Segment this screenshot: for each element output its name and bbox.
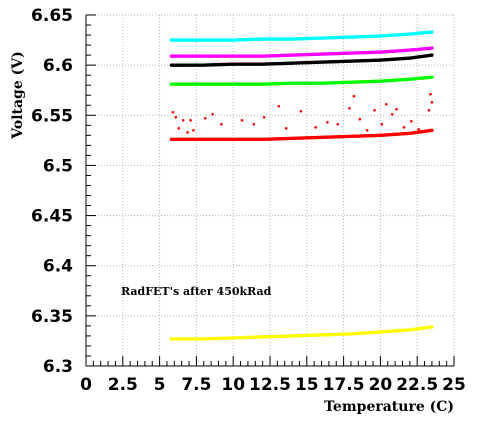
outlier-point xyxy=(189,119,192,122)
outlier-point xyxy=(390,112,394,116)
x-tick-label: 0 xyxy=(80,375,92,395)
x-tick-label: 25 xyxy=(442,375,466,395)
series-3 xyxy=(169,53,434,67)
x-tick-label: 12.5 xyxy=(249,375,291,395)
outlier-point xyxy=(192,129,195,132)
outlier-point xyxy=(171,110,175,114)
series-point xyxy=(430,325,434,329)
outlier-point xyxy=(203,116,207,120)
axis-ticks: 0 2.5 5 7.5 10 12.5 15 17.5 20 22.5 25 6.3 6.35 6.4 6.… xyxy=(31,6,466,395)
data-points xyxy=(169,30,434,341)
series-point xyxy=(430,46,434,50)
y-tick-label: 6.55 xyxy=(31,106,73,126)
y-tick-label: 6.6 xyxy=(43,56,73,76)
series-2 xyxy=(169,46,434,58)
x-tick-label: 17.5 xyxy=(323,375,365,395)
outlier-point xyxy=(177,127,181,130)
outlier-point xyxy=(384,102,388,106)
x-tick-label: 5 xyxy=(154,375,166,395)
outlier-point xyxy=(186,131,189,134)
outlier-point xyxy=(348,106,351,110)
outlier-point xyxy=(427,108,431,112)
outlier-point xyxy=(174,115,178,119)
outlier-point xyxy=(380,123,384,126)
outlier-point xyxy=(417,128,420,131)
outlier-point xyxy=(284,127,288,130)
outlier-point xyxy=(326,121,329,124)
outlier-point xyxy=(252,123,256,126)
series-point xyxy=(430,30,434,34)
outlier-point xyxy=(358,117,362,121)
outlier-point xyxy=(430,100,434,104)
series-6 xyxy=(169,325,434,341)
y-tick-label: 6.5 xyxy=(43,156,73,176)
series-point xyxy=(430,75,434,79)
outlier-point xyxy=(395,107,398,111)
x-tick-label: 22.5 xyxy=(396,375,438,395)
y-tick-label: 6.45 xyxy=(31,207,73,227)
series-1 xyxy=(169,30,434,42)
x-axis-title: Temperature (C) xyxy=(324,399,454,415)
outlier-point xyxy=(299,109,303,113)
x-tick-label: 10 xyxy=(221,375,245,395)
outlier-point xyxy=(365,129,369,132)
outlier-point xyxy=(220,123,223,126)
outlier-point xyxy=(181,119,185,122)
outlier-point xyxy=(373,108,376,112)
outlier-point xyxy=(240,119,244,122)
outlier-point xyxy=(402,126,406,129)
y-tick-label: 6.4 xyxy=(43,257,73,277)
outlier-point xyxy=(336,123,340,126)
x-tick-label: 15 xyxy=(295,375,319,395)
chart-annotation: RadFET's after 450kRad xyxy=(121,285,272,298)
series-point xyxy=(430,53,434,57)
y-tick-label: 6.65 xyxy=(31,6,73,26)
series-4 xyxy=(169,75,434,86)
y-tick-label: 6.3 xyxy=(43,357,73,377)
x-tick-label: 20 xyxy=(369,375,393,395)
outlier-point xyxy=(262,115,266,119)
series-5 xyxy=(169,128,434,142)
outlier-point xyxy=(352,94,356,98)
outlier-point xyxy=(277,104,281,108)
x-tick-label: 7.5 xyxy=(181,375,211,395)
series-point xyxy=(430,128,434,133)
outlier-points xyxy=(171,92,434,134)
outlier-point xyxy=(410,120,413,123)
outlier-point xyxy=(211,112,214,116)
y-tick-label: 6.35 xyxy=(31,307,73,327)
outlier-point xyxy=(314,126,317,129)
y-axis-title: Voltage (V) xyxy=(10,51,26,139)
x-tick-label: 2.5 xyxy=(108,375,138,395)
outlier-point xyxy=(429,92,432,96)
